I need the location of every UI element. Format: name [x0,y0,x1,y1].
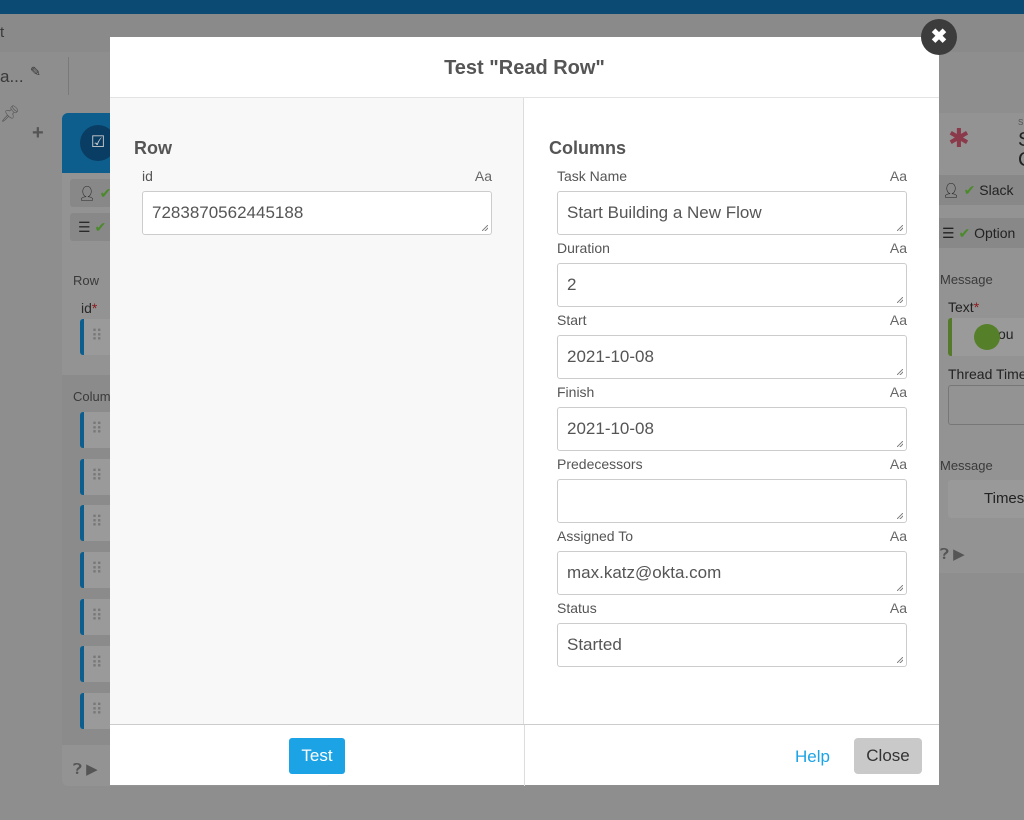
field-label: Assigned To [557,528,634,544]
slack-options-row[interactable]: ☰ ✔ Option [932,218,1024,248]
field-input[interactable]: Started [557,623,907,667]
quote-icon [974,324,1000,350]
text-type-icon: Aa [889,240,907,256]
check-icon: ✔ [94,219,107,235]
options-label: Option [974,225,1016,241]
text-label: Text [948,299,974,315]
id-label: id [81,300,92,316]
slack-card: ✱ S S C 👤︎ ✔ Slack ☰ ✔ Option Message Te… [932,113,1024,573]
columns-label: Colum [73,389,111,404]
field-input[interactable]: max.katz@okta.com [557,551,907,595]
sliders-icon: ☰ [78,219,91,235]
input-pane: Row id Aa 7283870562445188 [110,98,524,724]
field-label: Predecessors [557,456,643,472]
check-icon: ✔ [99,185,112,201]
divider [68,57,69,95]
slack-auth-row[interactable]: 👤︎ ✔ Slack [932,175,1024,205]
field-input[interactable]: 2021-10-08 [557,335,907,379]
text-type-icon: Aa [889,168,907,184]
timestamp-pill[interactable]: Timest [948,480,1024,518]
background-text: t [0,24,5,41]
row-section-title: Row [134,138,172,158]
text-type-icon: Aa [889,600,907,616]
auth-label: Slack [979,182,1014,198]
card-title: S [1018,129,1024,152]
thread-input[interactable] [948,385,1024,425]
field-finish: Finish Aa 2021-10-08 [557,384,907,451]
text-type-icon: Aa [474,168,492,184]
pin-icon[interactable]: 📌︎ [0,106,21,123]
help-icon[interactable]: ❓︎ ▶ [940,546,965,563]
add-icon[interactable]: + [32,122,44,144]
text-type-icon: Aa [889,384,907,400]
test-dialog: Test "Read Row" Row id Aa 728387056244518… [110,37,939,786]
field-duration: Duration Aa 2 [557,240,907,307]
help-icon[interactable]: ❓︎ ▶ [73,761,98,778]
card-subtitle: C [1018,149,1024,172]
user-icon: 👤︎ [78,185,96,201]
field-start: Start Aa 2021-10-08 [557,312,907,379]
field-input[interactable]: 2021-10-08 [557,407,907,451]
message-label: Message [940,272,993,287]
field-input[interactable] [557,479,907,523]
message-output-label: Message [940,458,993,473]
output-pane: Columns Task Name Aa Start Building a New … [525,98,939,724]
field-label: id [142,168,153,184]
field-id: id Aa 7283870562445188 [142,168,492,235]
field-label: Status [557,600,597,616]
text-type-icon: Aa [889,528,907,544]
pencil-icon[interactable]: ✎ [30,64,41,79]
text-type-icon: Aa [889,456,907,472]
close-icon[interactable]: ✖ [921,19,957,55]
thread-label: Thread Time [948,366,1024,382]
field-status: Status Aa Started [557,600,907,667]
id-input[interactable]: 7283870562445188 [142,191,492,235]
field-input[interactable]: Start Building a New Flow [557,191,907,235]
timestamp-value: Timest [984,490,1024,507]
field-task-name: Task Name Aa Start Building a New Flow [557,168,907,235]
required-mark: * [973,299,980,315]
field-predecessors: Predecessors Aa [557,456,907,523]
help-link[interactable]: Help [795,747,830,766]
field-assigned-to: Assigned To Aa max.katz@okta.com [557,528,907,595]
field-label: Start [557,312,587,328]
field-input[interactable]: 2 [557,263,907,307]
columns-section-title: Columns [549,138,627,158]
text-type-icon: Aa [889,312,907,328]
field-label: Finish [557,384,595,400]
text-input-pill[interactable]: ou [948,318,1024,356]
slack-logo: ✱ [948,123,970,153]
app-top-bar [0,0,1024,14]
text-value: ou [998,326,1014,342]
required-mark: * [91,300,98,316]
test-button[interactable]: Test [289,738,345,774]
card-small-label: S [1018,118,1024,127]
dialog-title: Test "Read Row" [110,37,939,98]
field-label: Duration [557,240,610,256]
dialog-footer: Test Help Close [110,724,939,786]
close-button[interactable]: Close [854,738,922,774]
row-label: Row [73,273,100,288]
field-label: Task Name [557,168,628,184]
flow-name[interactable]: a... [0,67,24,86]
